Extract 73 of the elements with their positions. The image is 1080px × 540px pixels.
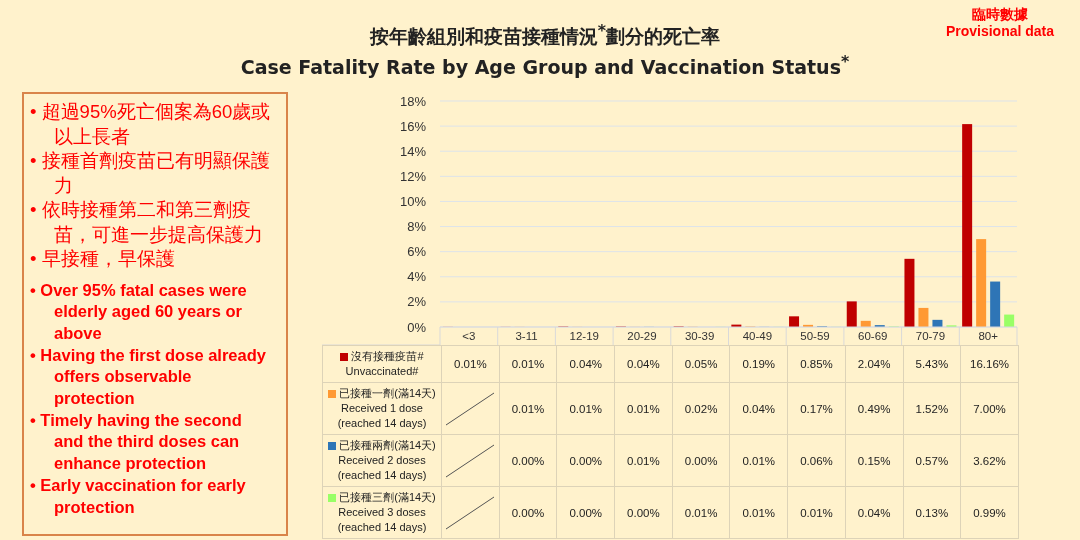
data-label: 0.02% — [672, 382, 730, 435]
data-label: 0.57% — [903, 434, 961, 487]
chart-subtitle: Case Fatality Rate by Age Group and Vaccination Status$^{*}$ — [239, 51, 851, 81]
y-tick-label: 12% — [399, 168, 427, 184]
data-label: 0.01% — [499, 345, 557, 383]
legend-label: 已接種兩劑(滿14天) Received 2 doses (reached 14 days) — [322, 434, 442, 487]
data-label: 0.01% — [729, 434, 788, 487]
data-label: 0.01% — [672, 486, 730, 539]
y-tick-label: 8% — [407, 219, 427, 235]
data-label: 0.01% — [787, 486, 846, 539]
data-label: 0.00% — [556, 486, 615, 539]
data-label: 0.01% — [556, 382, 615, 435]
data-label: 0.04% — [845, 486, 903, 539]
legend-label: 已接種三劑(滿14天) Received 3 doses (reached 14 days) — [322, 486, 442, 539]
data-label: 0.15% — [845, 434, 903, 487]
data-label: 0.00% — [672, 434, 730, 487]
y-tick-label: 10% — [399, 193, 427, 209]
x-tick-label: 20-29 — [627, 330, 657, 342]
data-label: 0.01% — [441, 345, 500, 383]
data-label: 0.01% — [614, 382, 673, 435]
data-label: 16.16% — [960, 345, 1019, 383]
data-label: 0.04% — [614, 345, 673, 383]
text: Provisional data — [944, 23, 1056, 40]
data-label: 0.00% — [556, 434, 615, 487]
data-label: 0.00% — [499, 486, 557, 539]
data-label: 1.52% — [903, 382, 961, 435]
text: • 接種首劑疫苗已有明顯保護力 — [30, 149, 271, 198]
x-tick-label: 80+ — [978, 330, 999, 342]
y-tick-label: 16% — [399, 118, 427, 134]
y-tick-label: 14% — [399, 143, 427, 159]
chart-title: 按年齡組別和疫苗接種情況$^{*}$劃分的死亡率 — [368, 20, 722, 50]
data-label: 0.00% — [499, 434, 557, 487]
y-tick-label: 18% — [399, 93, 427, 109]
data-label: 0.01% — [614, 434, 673, 487]
x-tick-label: 3-11 — [515, 330, 538, 342]
data-label: 0.17% — [787, 382, 846, 435]
text: • Over 95% fatal cases were elderly aged 60 years or above — [30, 279, 248, 344]
legend-label: 沒有接種疫苗# Unvaccinated# — [322, 345, 442, 383]
x-tick-label: <3 — [462, 330, 476, 342]
data-label: 5.43% — [903, 345, 961, 383]
x-tick-label: 70-79 — [915, 330, 946, 342]
data-label: 0.19% — [729, 345, 788, 383]
data-label: 0.99% — [960, 486, 1019, 539]
data-label: 0.06% — [787, 434, 846, 487]
y-tick-label: 4% — [407, 269, 427, 285]
x-tick-label: 12-19 — [569, 330, 599, 342]
data-label: 0.01% — [499, 382, 557, 435]
x-tick-label: 60-69 — [858, 330, 888, 342]
data-label: 0.05% — [672, 345, 730, 383]
x-tick-label: 40-49 — [742, 330, 773, 342]
data-label: 0.01% — [729, 486, 788, 539]
data-label: 7.00% — [960, 382, 1019, 435]
text: • 早接種，早保護 — [30, 247, 176, 271]
data-label: 0.49% — [845, 382, 903, 435]
data-label: 0.13% — [903, 486, 961, 539]
y-tick-label: 0% — [407, 319, 427, 335]
x-tick-label: 30-39 — [684, 330, 715, 342]
text: • 超過95%死亡個案為60歲或以上長者 — [30, 100, 272, 149]
data-label: 2.04% — [845, 345, 903, 383]
text: 臨時數據 — [971, 6, 1029, 23]
text: • Early vaccination for early protection — [30, 474, 247, 518]
text: • Having the first dose already offers observable protection — [30, 344, 267, 409]
data-label: 0.85% — [787, 345, 846, 383]
text: • 依時接種第二和第三劑疫苗，可進一步提高保護力 — [30, 198, 264, 247]
y-tick-label: 6% — [407, 244, 427, 260]
text: • Timely having the second and the third doses can enhance protection — [30, 409, 243, 475]
data-label: 0.00% — [614, 486, 673, 539]
data-label: 3.62% — [960, 434, 1019, 487]
legend-label: 已接種一劑(滿14天) Received 1 dose (reached 14 days) — [322, 382, 442, 435]
data-label: 0.04% — [556, 345, 615, 383]
data-label: 0.04% — [729, 382, 788, 435]
x-tick-label: 50-59 — [800, 330, 830, 342]
y-tick-label: 2% — [407, 294, 427, 310]
